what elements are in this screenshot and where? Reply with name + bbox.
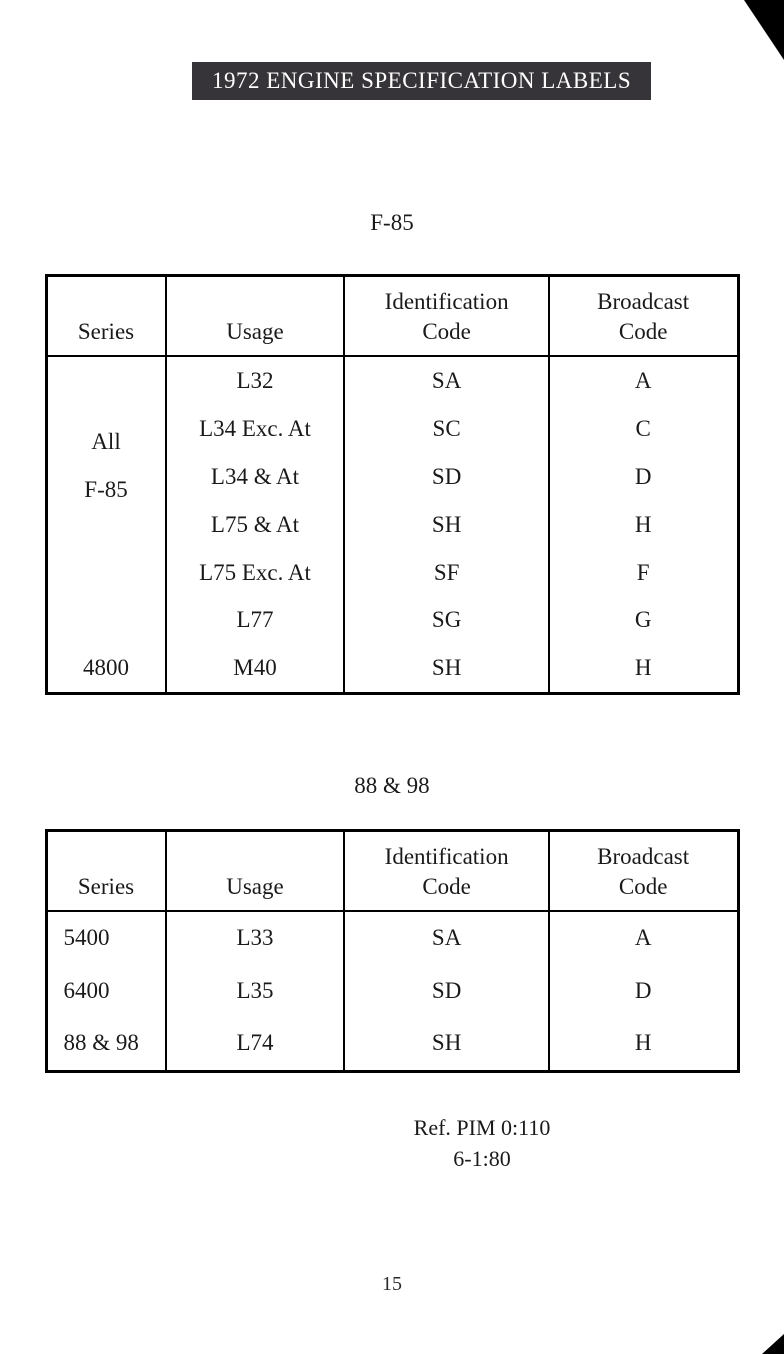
series-all: All: [54, 423, 159, 461]
table-cell: L75 & At: [166, 501, 345, 549]
ref-line-1: Ref. PIM 0:110: [222, 1113, 742, 1144]
table-cell: H: [549, 1017, 738, 1071]
table-cell: L34 & At: [166, 453, 345, 501]
table-cell: SA: [344, 911, 548, 965]
header-series: Series: [46, 831, 166, 911]
table2-caption: 88 & 98: [42, 773, 742, 799]
table-cell: L34 Exc. At: [166, 405, 345, 453]
ref-line-2: 6-1:80: [222, 1144, 742, 1175]
corner-decoration: [744, 0, 784, 60]
table-cell: M40: [166, 644, 345, 693]
header-broadcast: Broadcast Code: [549, 831, 738, 911]
table-cell: 5400: [46, 911, 166, 965]
table-cell: A: [549, 911, 738, 965]
table-cell: C: [549, 405, 738, 453]
table-cell: 6400: [46, 965, 166, 1018]
series-f85: F-85: [54, 471, 159, 509]
page-container: 1972 ENGINE SPECIFICATION LABELS F-85 Se…: [0, 0, 784, 1214]
table-f85: Series Usage Identification Code Broadca…: [45, 274, 740, 695]
table-cell: L35: [166, 965, 345, 1018]
page-number: 15: [0, 1273, 784, 1296]
header-ident: Identification Code: [344, 831, 548, 911]
bottom-corner-decoration: [762, 1334, 784, 1354]
table-cell: L75 Exc. At: [166, 549, 345, 597]
table-cell: SC: [344, 405, 548, 453]
series-all-f85: All F-85: [46, 356, 166, 645]
header-usage: Usage: [166, 276, 345, 356]
table1-caption: F-85: [42, 210, 742, 236]
table-cell: L74: [166, 1017, 345, 1071]
table-88-98: Series Usage Identification Code Broadca…: [45, 829, 740, 1072]
table-cell: SG: [344, 596, 548, 644]
footer-reference: Ref. PIM 0:110 6-1:80: [222, 1113, 742, 1175]
table-cell: F: [549, 549, 738, 597]
table-cell: L32: [166, 356, 345, 405]
header-ident: Identification Code: [344, 276, 548, 356]
table-cell: SH: [344, 501, 548, 549]
table-cell: SF: [344, 549, 548, 597]
table-cell: L33: [166, 911, 345, 965]
table-cell: H: [549, 644, 738, 693]
table-cell: D: [549, 453, 738, 501]
table-cell: SH: [344, 644, 548, 693]
table-cell: 88 & 98: [46, 1017, 166, 1071]
table-cell: G: [549, 596, 738, 644]
page-title: 1972 ENGINE SPECIFICATION LABELS: [192, 62, 651, 100]
series-4800: 4800: [46, 644, 166, 693]
table-cell: H: [549, 501, 738, 549]
header-series: Series: [46, 276, 166, 356]
table-cell: SA: [344, 356, 548, 405]
table-cell: SD: [344, 453, 548, 501]
header-broadcast: Broadcast Code: [549, 276, 738, 356]
table-cell: L77: [166, 596, 345, 644]
table-cell: SD: [344, 965, 548, 1018]
header-usage: Usage: [166, 831, 345, 911]
table-cell: D: [549, 965, 738, 1018]
table-cell: A: [549, 356, 738, 405]
table-cell: SH: [344, 1017, 548, 1071]
